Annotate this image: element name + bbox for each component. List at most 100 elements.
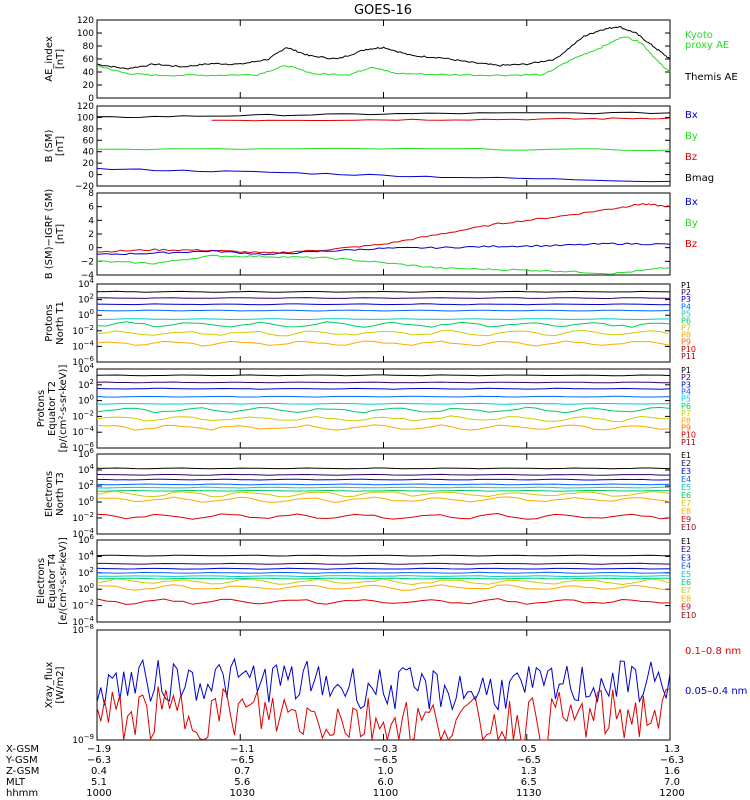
y-tick-label: 10−4	[72, 527, 94, 540]
legend-item: proxy AE	[685, 40, 729, 51]
y-tick-label: 10−4	[72, 615, 94, 628]
y-axis-label: [p/(cm²-s-sr-keV)]	[58, 365, 69, 453]
y-tick-label: 10−2	[72, 599, 94, 612]
y-axis-label: Protons	[36, 390, 47, 427]
flux-line	[96, 554, 671, 557]
x-tick-value: 5.1	[91, 777, 107, 788]
legend-item: P3	[681, 380, 691, 389]
legend-item: E7	[681, 499, 691, 508]
y-tick-label: 2	[88, 230, 94, 240]
y-tick-label: 8	[88, 189, 94, 199]
y-tick-label: 10−2	[72, 324, 94, 337]
y-tick-label: 80	[83, 42, 95, 52]
flux-line	[96, 486, 670, 489]
y-axis-label: Protons	[44, 304, 55, 341]
legend-item: P1	[681, 366, 691, 375]
flux-line	[96, 297, 671, 300]
x-tick-value: −0.3	[373, 744, 397, 755]
y-tick-label: 40	[83, 148, 95, 158]
series-line	[211, 117, 671, 122]
panel-xray: 10−8 10−9 Xray_flux [W/m2] 0.1–0.8 nm 0.05–0.…	[44, 623, 747, 746]
y-tick-label: 100	[77, 113, 94, 123]
legend-item: P8	[681, 416, 691, 425]
flux-line	[96, 290, 671, 293]
x-tick-value: 7.0	[664, 777, 680, 788]
legend-item: E1	[681, 451, 691, 460]
x-row-label: X-GSM	[6, 744, 39, 755]
chart-title: GOES-16	[354, 3, 412, 18]
legend-item: P2	[681, 288, 691, 297]
legend-item: P4	[681, 302, 691, 311]
legend-item: E10	[681, 523, 696, 532]
legend-item: P8	[681, 331, 691, 340]
y-tick-label: 104	[78, 549, 94, 562]
panel-frame	[96, 453, 671, 535]
x-tick-value: 1130	[516, 788, 541, 799]
legend-item: P9	[681, 423, 691, 432]
y-tick-label: 40	[83, 68, 95, 78]
y-axis-label: [e/(cm²-s-sr-keV)]	[58, 537, 69, 625]
legend-item: 0.1–0.8 nm	[685, 646, 741, 657]
legend-item: Bx	[685, 197, 698, 208]
y-axis-label: Electrons	[44, 471, 55, 517]
y-axis-label: [nT]	[55, 224, 66, 244]
legend-item: E3	[681, 467, 691, 476]
x-tick-value: −6.3	[660, 755, 684, 766]
y-tick-label: 6	[88, 203, 94, 213]
xray-line	[96, 657, 671, 712]
y-tick-label: 106	[78, 447, 94, 460]
legend-item: By	[685, 131, 698, 142]
panel-pt2: 104 102 100 10−2 10−4 10−6 Protons Equator T2 [p…	[36, 362, 696, 454]
flux-line	[96, 467, 671, 470]
y-tick-label: 0	[88, 171, 94, 181]
y-tick-label: 10−4	[72, 425, 94, 438]
flux-line	[96, 387, 671, 390]
panel-bigrf: 8 6 4 2 0 −2 −4 B (SM)−IGRF (SM) [nT] Bx By Bz	[44, 189, 698, 281]
flux-line	[96, 415, 671, 423]
panel-frame	[96, 105, 671, 187]
flux-line	[97, 575, 670, 578]
y-tick-label: 104	[78, 362, 94, 375]
y-tick-label: 104	[78, 463, 94, 476]
flux-line	[97, 577, 670, 580]
legend-item: Themis AE	[684, 72, 738, 83]
x-tick-value: 6.0	[378, 777, 394, 788]
legend-item: E9	[681, 603, 691, 612]
y-tick-label: 100	[78, 308, 94, 321]
y-axis-label: Xray_flux	[44, 662, 55, 709]
x-tick-value: −6.5	[517, 755, 541, 766]
flux-line	[96, 340, 671, 347]
y-tick-label: 100	[78, 582, 94, 595]
x-row-label: Z-GSM	[6, 766, 39, 777]
flux-line	[96, 578, 671, 586]
x-row-label: MLT	[6, 777, 26, 788]
y-tick-label: 20	[83, 159, 95, 169]
y-tick-label: 100	[77, 29, 94, 39]
y-axis-label: North T1	[55, 301, 66, 345]
y-tick-label: 104	[78, 277, 94, 290]
legend-item: 0.05–0.4 nm	[685, 686, 747, 697]
legend-item: E7	[681, 586, 691, 595]
y-tick-label: 102	[78, 378, 94, 391]
flux-line	[96, 571, 671, 574]
series-line	[96, 147, 671, 152]
x-tick-value: 1.6	[664, 766, 680, 777]
y-axis-label: B (SM)−IGRF (SM)	[44, 189, 55, 280]
flux-line	[97, 402, 671, 405]
x-tick-value: 1.3	[521, 766, 537, 777]
flux-line	[96, 512, 671, 520]
y-tick-label: 10−6	[72, 355, 94, 368]
flux-line	[96, 321, 671, 328]
legend-item: P10	[681, 431, 696, 440]
y-tick-label: −4	[81, 271, 95, 281]
flux-line	[96, 329, 671, 337]
flux-line	[97, 318, 671, 321]
legend-item: E3	[681, 553, 691, 562]
x-tick-value: 0.5	[521, 744, 537, 755]
legend-item: P5	[681, 309, 691, 318]
flux-line	[96, 395, 671, 398]
legend-item: P11	[681, 352, 696, 361]
series-line	[96, 111, 671, 119]
legend-item: E10	[681, 611, 696, 620]
